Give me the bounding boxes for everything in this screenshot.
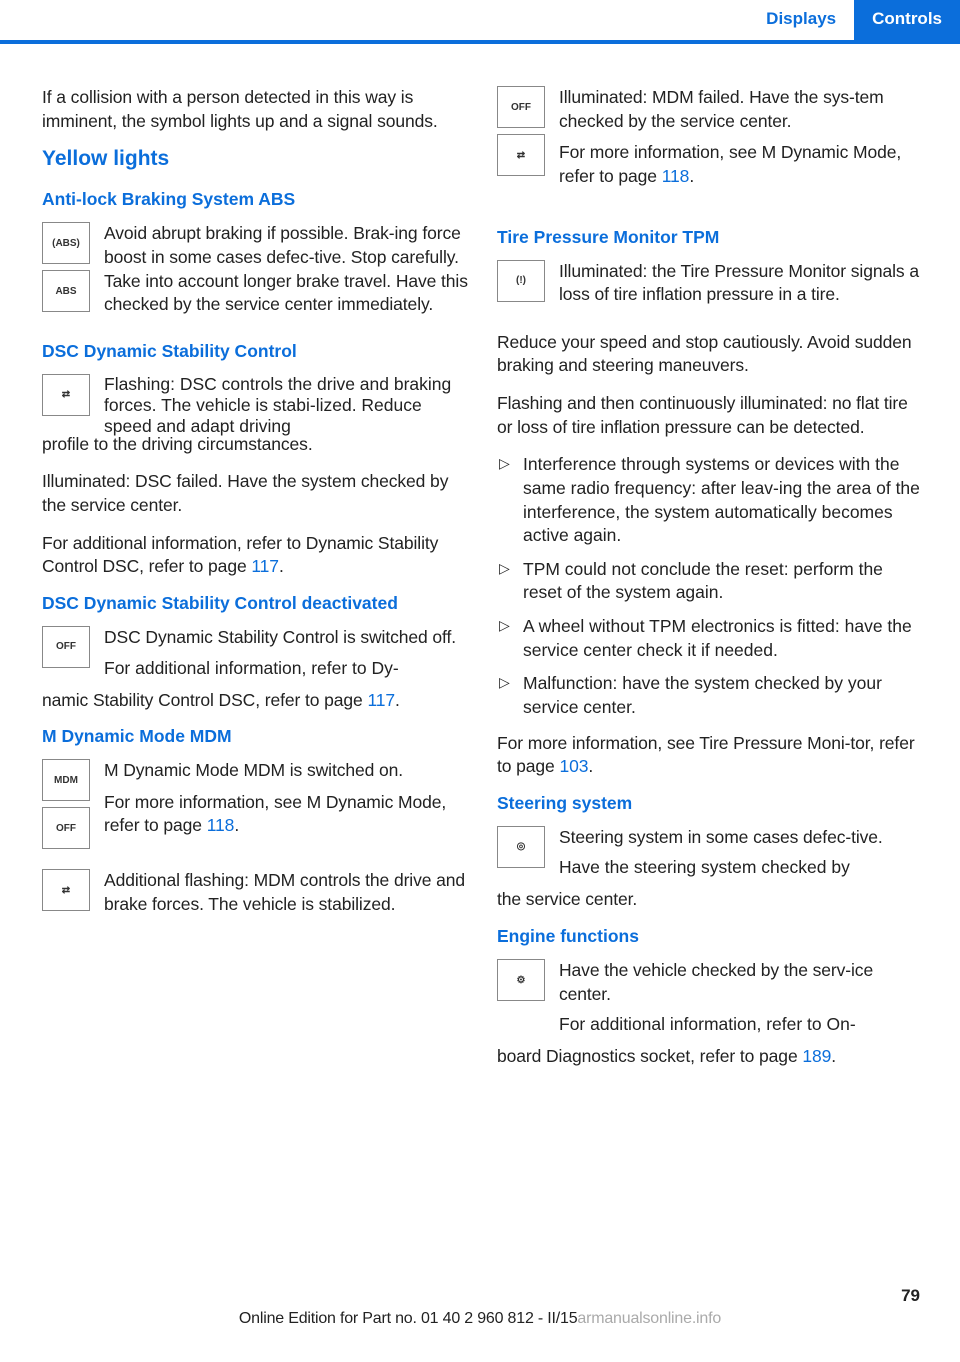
tpm-icon: (!) — [497, 260, 545, 302]
steering-block: ◎ Steering system in some cases defec‐ti… — [497, 826, 924, 879]
abs-block: (ABS) ABS Avoid abrupt braking if possib… — [42, 222, 469, 331]
mdm2-p2: For more information, see M Dynamic Mode… — [559, 141, 924, 188]
tab-controls: Controls — [854, 0, 960, 40]
mdm-block1: MDM OFF M Dynamic Mode MDM is switched o… — [42, 759, 469, 855]
tpm-p4: For more information, see Tire Pressure … — [497, 732, 924, 779]
engine-p1: Have the vehicle checked by the serv‐ice… — [559, 959, 924, 1006]
abs-body: Avoid abrupt braking if possible. Brak‐i… — [104, 222, 469, 317]
mdm2-block: OFF ⇄ Illuminated: MDM failed. Have the … — [497, 86, 924, 203]
tpm-p2: Reduce your speed and stop cautiously. A… — [497, 331, 924, 378]
mdm-p2: For more information, see M Dynamic Mode… — [104, 791, 469, 838]
tpm-b4: Malfunction: have the system checked by … — [497, 672, 924, 719]
heading-dsc: DSC Dynamic Stability Control — [42, 341, 469, 362]
link-103[interactable]: 103 — [559, 756, 588, 776]
dsc-off-icon: OFF — [42, 626, 90, 668]
tpm-b3: A wheel without TPM electronics is fitte… — [497, 615, 924, 662]
dsc-p3: For additional information, refer to Dyn… — [42, 532, 469, 579]
dsc-p1a: Flashing: DSC controls the drive and bra… — [104, 374, 451, 436]
mdm-block2: ⇄ Additional flashing: MDM controls the … — [42, 869, 469, 930]
heading-yellow-lights: Yellow lights — [42, 147, 469, 171]
dsc-icon: ⇄ — [42, 374, 90, 416]
steering-p2b: the service center. — [497, 888, 924, 912]
heading-abs: Anti-lock Braking System ABS — [42, 189, 469, 210]
dscoff-p2a: For additional information, refer to Dy‐ — [104, 658, 399, 678]
link-118[interactable]: 118 — [207, 815, 235, 835]
page-content: If a collision with a person detected in… — [0, 44, 960, 1083]
mdm-icon: MDM — [42, 759, 90, 801]
steering-p2a: Have the steering system checked by — [559, 857, 850, 877]
tpm-block: (!) Illuminated: the Tire Pressure Monit… — [497, 260, 924, 321]
tab-displays: Displays — [748, 0, 854, 40]
dscoff-p2b: namic Stability Control DSC, refer to pa… — [42, 689, 469, 713]
mdm2-off-icon: OFF — [497, 86, 545, 128]
dscoff-block: OFF DSC Dynamic Stability Control is swi… — [42, 626, 469, 679]
mdm-flash-icon: ⇄ — [42, 869, 90, 911]
link-189[interactable]: 189 — [802, 1046, 831, 1066]
tpm-b2: TPM could not conclude the reset: perfor… — [497, 558, 924, 605]
link-118b[interactable]: 118 — [662, 166, 690, 186]
left-column: If a collision with a person detected in… — [42, 86, 469, 1083]
heading-mdm: M Dynamic Mode MDM — [42, 726, 469, 747]
engine-block: ⚙ Have the vehicle checked by the serv‐i… — [497, 959, 924, 1035]
heading-engine: Engine functions — [497, 926, 924, 947]
watermark-text: armanualsonline.info — [577, 1310, 721, 1327]
header-tabs: Displays Controls — [0, 0, 960, 40]
link-117[interactable]: 117 — [251, 556, 279, 576]
intro-text: If a collision with a person detected in… — [42, 86, 469, 133]
right-column: OFF ⇄ Illuminated: MDM failed. Have the … — [497, 86, 924, 1083]
dscoff-p1: DSC Dynamic Stability Control is switche… — [104, 626, 469, 650]
dsc-block: ⇄ Flashing: DSC controls the drive and b… — [42, 374, 469, 423]
dsc-p2: Illuminated: DSC failed. Have the system… — [42, 470, 469, 517]
heading-steering: Steering system — [497, 793, 924, 814]
tpm-p3: Flashing and then continuously illuminat… — [497, 392, 924, 439]
steering-icon: ◎ — [497, 826, 545, 868]
mdm2-p1: Illuminated: MDM failed. Have the sys‐te… — [559, 86, 924, 133]
mdm-p3: Additional flashing: MDM controls the dr… — [104, 869, 469, 916]
steering-p1: Steering system in some cases defec‐tive… — [559, 826, 924, 850]
tpm-bullets: Interference through systems or devices … — [497, 453, 924, 719]
engine-p2b: board Diagnostics socket, refer to page … — [497, 1045, 924, 1069]
page-number: 79 — [0, 1286, 960, 1306]
tpm-b1: Interference through systems or devices … — [497, 453, 924, 548]
heading-dsc-off: DSC Dynamic Stability Control deactivate… — [42, 593, 469, 614]
abs-text-icon: ABS — [42, 270, 90, 312]
mdm2-flash-icon: ⇄ — [497, 134, 545, 176]
heading-tpm: Tire Pressure Monitor TPM — [497, 227, 924, 248]
abs-circle-icon: (ABS) — [42, 222, 90, 264]
footer-line: Online Edition for Part no. 01 40 2 960 … — [0, 1310, 960, 1328]
tpm-p1: Illuminated: the Tire Pressure Monitor s… — [559, 260, 924, 307]
mdm-off-icon: OFF — [42, 807, 90, 849]
mdm-p1: M Dynamic Mode MDM is switched on. — [104, 759, 469, 783]
engine-icon: ⚙ — [497, 959, 545, 1001]
link-117b[interactable]: 117 — [367, 690, 395, 710]
engine-p2a: For additional information, refer to On‐ — [559, 1014, 856, 1034]
footer: 79 Online Edition for Part no. 01 40 2 9… — [0, 1286, 960, 1328]
